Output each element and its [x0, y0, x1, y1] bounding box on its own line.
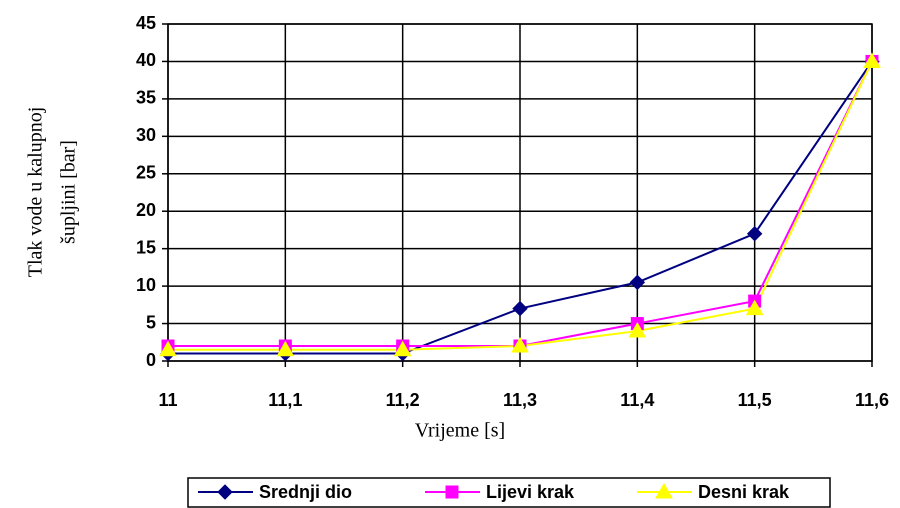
data-point: [746, 225, 763, 242]
x-tick-label: 11,2: [386, 390, 420, 410]
x-tick-label: 11,4: [620, 390, 654, 410]
x-tick-label: 11,5: [738, 390, 772, 410]
y-axis-title: Tlak vode u kalupnoj: [25, 107, 47, 278]
y-tick-label: 15: [136, 237, 156, 257]
y-tick-label: 30: [136, 125, 156, 145]
data-point: [629, 274, 646, 291]
legend-box: [187, 477, 831, 508]
plot-border: [167, 23, 873, 362]
legend-marker: [445, 485, 459, 499]
data-point: [276, 340, 295, 357]
y-tick-label: 35: [136, 88, 156, 108]
data-point: [628, 322, 647, 338]
legend-label: Lijevi krak: [486, 482, 575, 502]
y-tick-label: 40: [136, 50, 156, 70]
y-tick-label: 5: [146, 312, 156, 332]
data-point: [393, 340, 412, 357]
legend-label: Srednji dio: [259, 482, 352, 502]
data-point: [159, 340, 177, 357]
y-tick-label: 20: [136, 200, 156, 220]
legend-marker: [655, 482, 673, 499]
x-tick-label: 11,3: [503, 390, 537, 410]
y-tick-label: 45: [136, 13, 156, 33]
data-point: [745, 299, 764, 316]
data-point: [511, 337, 529, 353]
x-tick-label: 11,6: [855, 390, 889, 410]
y-tick-label: 10: [136, 275, 156, 295]
data-point: [863, 52, 881, 68]
y-axis-title: šupljini [bar]: [58, 140, 80, 244]
legend-label: Desni krak: [698, 482, 790, 502]
x-tick-label: 11: [158, 390, 177, 410]
x-axis-title: Vrijeme [s]: [415, 420, 505, 442]
legend-marker: [217, 484, 233, 500]
y-tick-label: 0: [146, 350, 156, 370]
y-tick-label: 25: [136, 163, 156, 183]
x-tick-label: 11,1: [268, 390, 302, 410]
data-point: [512, 300, 528, 317]
